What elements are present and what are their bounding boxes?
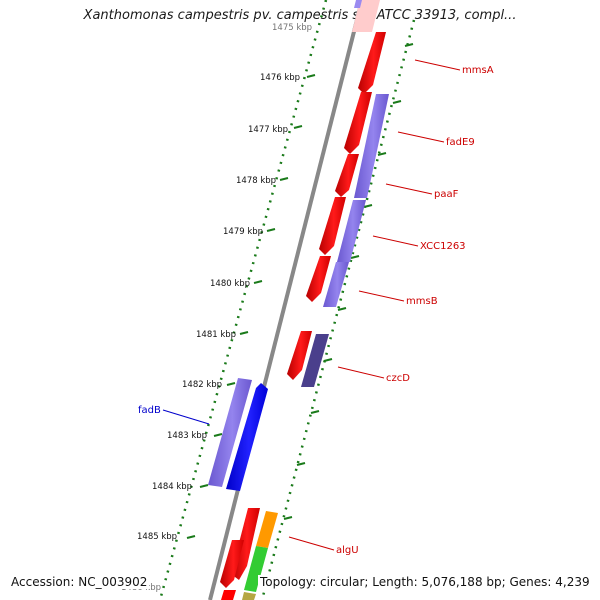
cds-mmsA[interactable] — [358, 32, 386, 94]
gene-label-algU[interactable]: algU — [336, 545, 359, 556]
cds-fadB[interactable] — [226, 383, 268, 491]
cds-mmsB[interactable] — [306, 256, 331, 302]
gene-labels: mmsA fadE9 paaF XCC1263 mmsB czcD fadB a… — [138, 65, 494, 556]
forward-cds-track — [287, 32, 386, 380]
topology-summary: Topology: circular; Length: 5,076,188 bp… — [258, 575, 592, 589]
gene-label-paaF[interactable]: paaF — [434, 189, 459, 200]
tick-label: 1479 kbp — [223, 227, 263, 237]
tick-label: 1476 kbp — [260, 73, 300, 83]
gene-label-fadB[interactable]: fadB — [138, 405, 161, 416]
tick-label: 1480 kbp — [210, 279, 250, 289]
tick-labels: 1475 kbp 1476 kbp 1477 kbp 1478 kbp 1479… — [121, 23, 312, 593]
cds-XCC1263[interactable] — [319, 197, 346, 255]
gene-label-mmsB[interactable]: mmsB — [406, 296, 438, 307]
cds-orange[interactable] — [256, 511, 278, 548]
map-title: Xanthomonas campestris pv. campestris st… — [83, 8, 517, 23]
tick-label: 1478 kbp — [236, 176, 276, 186]
reverse-cds-track — [301, 94, 389, 387]
cds-green[interactable] — [244, 546, 268, 592]
tick-label-top: 1475 kbp — [272, 23, 312, 33]
accession-text: Accession: NC_003902 — [9, 575, 150, 589]
cds-fadE9[interactable] — [344, 92, 372, 154]
outer-major-ticks — [283, 43, 414, 520]
tick-label: 1482 kbp — [182, 380, 222, 390]
genome-backbone — [208, 0, 364, 600]
tick-label: 1485 kbp — [137, 532, 177, 542]
cds-fadB-rev[interactable] — [208, 378, 252, 487]
tick-label: 1483 kbp — [167, 431, 207, 441]
gene-label-XCC1263[interactable]: XCC1263 — [420, 241, 466, 252]
cds-top-purple-faint[interactable] — [354, 0, 362, 8]
cds-czcD[interactable] — [301, 334, 329, 387]
gene-label-fadE9[interactable]: fadE9 — [446, 137, 475, 148]
cds-olive-bottom[interactable] — [242, 592, 256, 600]
cds-algU-2[interactable] — [220, 540, 244, 588]
cds-paaF[interactable] — [335, 154, 359, 197]
cds-XCC1263-rev[interactable] — [337, 200, 366, 262]
cds-czcD-red[interactable] — [287, 331, 312, 380]
cds-mmsB-rev[interactable] — [323, 262, 349, 307]
tick-label: 1484 kbp — [152, 482, 192, 492]
cds-red-bottom[interactable] — [221, 590, 236, 600]
inner-major-ticks — [186, 74, 316, 539]
tick-label: 1481 kbp — [196, 330, 236, 340]
label-leaders — [162, 59, 461, 551]
cds-fadE9-rev[interactable] — [354, 94, 389, 198]
gene-label-mmsA[interactable]: mmsA — [462, 65, 494, 76]
tick-label: 1477 kbp — [248, 125, 288, 135]
gene-label-czcD[interactable]: czcD — [386, 373, 410, 384]
inner-ruler — [158, 0, 328, 600]
